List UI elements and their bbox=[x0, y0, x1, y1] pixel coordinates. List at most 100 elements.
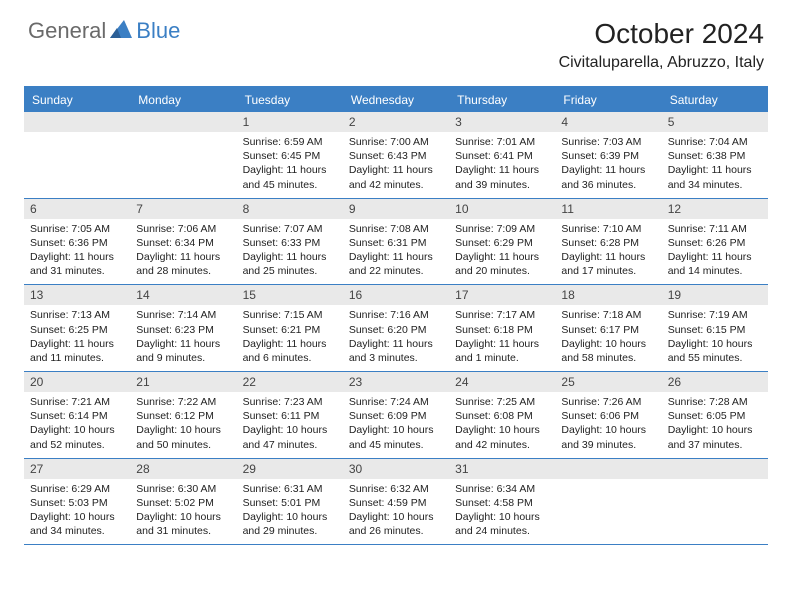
day-details: Sunrise: 7:21 AMSunset: 6:14 PMDaylight:… bbox=[24, 392, 130, 458]
month-title: October 2024 bbox=[559, 18, 764, 50]
day-number: . bbox=[555, 459, 661, 479]
day-details: Sunrise: 7:05 AMSunset: 6:36 PMDaylight:… bbox=[24, 219, 130, 285]
sunrise-text: Sunrise: 7:17 AM bbox=[455, 308, 549, 322]
calendar-cell: 27Sunrise: 6:29 AMSunset: 5:03 PMDayligh… bbox=[24, 459, 130, 545]
day-number: 7 bbox=[130, 199, 236, 219]
day-number: 5 bbox=[662, 112, 768, 132]
sunset-text: Sunset: 6:14 PM bbox=[30, 409, 124, 423]
day-number: 23 bbox=[343, 372, 449, 392]
sunrise-text: Sunrise: 6:30 AM bbox=[136, 482, 230, 496]
day-number: 26 bbox=[662, 372, 768, 392]
day-number: 4 bbox=[555, 112, 661, 132]
daylight-text: Daylight: 10 hours and 58 minutes. bbox=[561, 337, 655, 365]
daylight-text: Daylight: 10 hours and 37 minutes. bbox=[668, 423, 762, 451]
day-details: Sunrise: 6:32 AMSunset: 4:59 PMDaylight:… bbox=[343, 479, 449, 545]
day-details: Sunrise: 6:59 AMSunset: 6:45 PMDaylight:… bbox=[237, 132, 343, 198]
title-block: October 2024 Civitaluparella, Abruzzo, I… bbox=[559, 18, 764, 72]
sunset-text: Sunset: 6:23 PM bbox=[136, 323, 230, 337]
daylight-text: Daylight: 10 hours and 47 minutes. bbox=[243, 423, 337, 451]
sunset-text: Sunset: 6:26 PM bbox=[668, 236, 762, 250]
sunset-text: Sunset: 6:45 PM bbox=[243, 149, 337, 163]
calendar-cell: 1Sunrise: 6:59 AMSunset: 6:45 PMDaylight… bbox=[237, 112, 343, 198]
day-details: Sunrise: 7:17 AMSunset: 6:18 PMDaylight:… bbox=[449, 305, 555, 371]
calendar-cell: . bbox=[555, 459, 661, 545]
calendar-cell: 3Sunrise: 7:01 AMSunset: 6:41 PMDaylight… bbox=[449, 112, 555, 198]
day-details: Sunrise: 7:03 AMSunset: 6:39 PMDaylight:… bbox=[555, 132, 661, 198]
daylight-text: Daylight: 10 hours and 42 minutes. bbox=[455, 423, 549, 451]
sunrise-text: Sunrise: 6:32 AM bbox=[349, 482, 443, 496]
sunset-text: Sunset: 4:58 PM bbox=[455, 496, 549, 510]
daylight-text: Daylight: 10 hours and 52 minutes. bbox=[30, 423, 124, 451]
day-number: 25 bbox=[555, 372, 661, 392]
sunset-text: Sunset: 6:08 PM bbox=[455, 409, 549, 423]
calendar-cell: 7Sunrise: 7:06 AMSunset: 6:34 PMDaylight… bbox=[130, 199, 236, 285]
sunset-text: Sunset: 6:29 PM bbox=[455, 236, 549, 250]
sunset-text: Sunset: 5:03 PM bbox=[30, 496, 124, 510]
calendar-cell: 20Sunrise: 7:21 AMSunset: 6:14 PMDayligh… bbox=[24, 372, 130, 458]
sunrise-text: Sunrise: 7:14 AM bbox=[136, 308, 230, 322]
sunrise-text: Sunrise: 7:21 AM bbox=[30, 395, 124, 409]
day-number: 3 bbox=[449, 112, 555, 132]
day-number: 24 bbox=[449, 372, 555, 392]
sunrise-text: Sunrise: 6:29 AM bbox=[30, 482, 124, 496]
daylight-text: Daylight: 10 hours and 55 minutes. bbox=[668, 337, 762, 365]
daylight-text: Daylight: 11 hours and 31 minutes. bbox=[30, 250, 124, 278]
day-header-fri: Friday bbox=[555, 88, 661, 112]
sunrise-text: Sunrise: 7:09 AM bbox=[455, 222, 549, 236]
week-row: 13Sunrise: 7:13 AMSunset: 6:25 PMDayligh… bbox=[24, 285, 768, 372]
sunset-text: Sunset: 6:15 PM bbox=[668, 323, 762, 337]
sunrise-text: Sunrise: 6:34 AM bbox=[455, 482, 549, 496]
day-details: Sunrise: 7:14 AMSunset: 6:23 PMDaylight:… bbox=[130, 305, 236, 371]
day-details: Sunrise: 7:09 AMSunset: 6:29 PMDaylight:… bbox=[449, 219, 555, 285]
daylight-text: Daylight: 11 hours and 25 minutes. bbox=[243, 250, 337, 278]
sunset-text: Sunset: 6:34 PM bbox=[136, 236, 230, 250]
logo-text-general: General bbox=[28, 18, 106, 44]
day-details: Sunrise: 7:15 AMSunset: 6:21 PMDaylight:… bbox=[237, 305, 343, 371]
sunrise-text: Sunrise: 7:08 AM bbox=[349, 222, 443, 236]
sunrise-text: Sunrise: 7:00 AM bbox=[349, 135, 443, 149]
sunset-text: Sunset: 5:01 PM bbox=[243, 496, 337, 510]
day-number: 31 bbox=[449, 459, 555, 479]
day-details: Sunrise: 7:19 AMSunset: 6:15 PMDaylight:… bbox=[662, 305, 768, 371]
calendar-cell: 13Sunrise: 7:13 AMSunset: 6:25 PMDayligh… bbox=[24, 285, 130, 371]
day-details: Sunrise: 6:31 AMSunset: 5:01 PMDaylight:… bbox=[237, 479, 343, 545]
sunrise-text: Sunrise: 7:25 AM bbox=[455, 395, 549, 409]
week-row: 20Sunrise: 7:21 AMSunset: 6:14 PMDayligh… bbox=[24, 372, 768, 459]
calendar-cell: 24 Sunrise: 7:25 AMSunset: 6:08 PMDayligh… bbox=[449, 372, 555, 458]
calendar-cell: 28Sunrise: 6:30 AMSunset: 5:02 PMDayligh… bbox=[130, 459, 236, 545]
day-number: 2 bbox=[343, 112, 449, 132]
daylight-text: Daylight: 11 hours and 17 minutes. bbox=[561, 250, 655, 278]
calendar-cell: . bbox=[130, 112, 236, 198]
daylight-text: Daylight: 10 hours and 26 minutes. bbox=[349, 510, 443, 538]
calendar-cell: 21Sunrise: 7:22 AMSunset: 6:12 PMDayligh… bbox=[130, 372, 236, 458]
day-number: 15 bbox=[237, 285, 343, 305]
daylight-text: Daylight: 11 hours and 9 minutes. bbox=[136, 337, 230, 365]
sunrise-text: Sunrise: 7:05 AM bbox=[30, 222, 124, 236]
calendar: Sunday Monday Tuesday Wednesday Thursday… bbox=[24, 86, 768, 545]
calendar-cell: 6Sunrise: 7:05 AMSunset: 6:36 PMDaylight… bbox=[24, 199, 130, 285]
calendar-cell: 14Sunrise: 7:14 AMSunset: 6:23 PMDayligh… bbox=[130, 285, 236, 371]
sunset-text: Sunset: 6:17 PM bbox=[561, 323, 655, 337]
daylight-text: Daylight: 11 hours and 36 minutes. bbox=[561, 163, 655, 191]
sunrise-text: Sunrise: 7:13 AM bbox=[30, 308, 124, 322]
daylight-text: Daylight: 11 hours and 20 minutes. bbox=[455, 250, 549, 278]
daylight-text: Daylight: 11 hours and 3 minutes. bbox=[349, 337, 443, 365]
week-row: 6Sunrise: 7:05 AMSunset: 6:36 PMDaylight… bbox=[24, 199, 768, 286]
calendar-cell: 8Sunrise: 7:07 AMSunset: 6:33 PMDaylight… bbox=[237, 199, 343, 285]
day-number: 27 bbox=[24, 459, 130, 479]
sunrise-text: Sunrise: 7:01 AM bbox=[455, 135, 549, 149]
day-details: Sunrise: 7:23 AMSunset: 6:11 PMDaylight:… bbox=[237, 392, 343, 458]
day-details: Sunrise: 6:30 AMSunset: 5:02 PMDaylight:… bbox=[130, 479, 236, 545]
sunset-text: Sunset: 5:02 PM bbox=[136, 496, 230, 510]
sunset-text: Sunset: 6:18 PM bbox=[455, 323, 549, 337]
daylight-text: Daylight: 11 hours and 34 minutes. bbox=[668, 163, 762, 191]
day-details: Sunrise: 7:22 AMSunset: 6:12 PMDaylight:… bbox=[130, 392, 236, 458]
day-number: 30 bbox=[343, 459, 449, 479]
calendar-cell: 23Sunrise: 7:24 AMSunset: 6:09 PMDayligh… bbox=[343, 372, 449, 458]
calendar-cell: . bbox=[24, 112, 130, 198]
day-number: . bbox=[662, 459, 768, 479]
daylight-text: Daylight: 10 hours and 29 minutes. bbox=[243, 510, 337, 538]
sunrise-text: Sunrise: 7:10 AM bbox=[561, 222, 655, 236]
sunset-text: Sunset: 6:36 PM bbox=[30, 236, 124, 250]
sunset-text: Sunset: 4:59 PM bbox=[349, 496, 443, 510]
